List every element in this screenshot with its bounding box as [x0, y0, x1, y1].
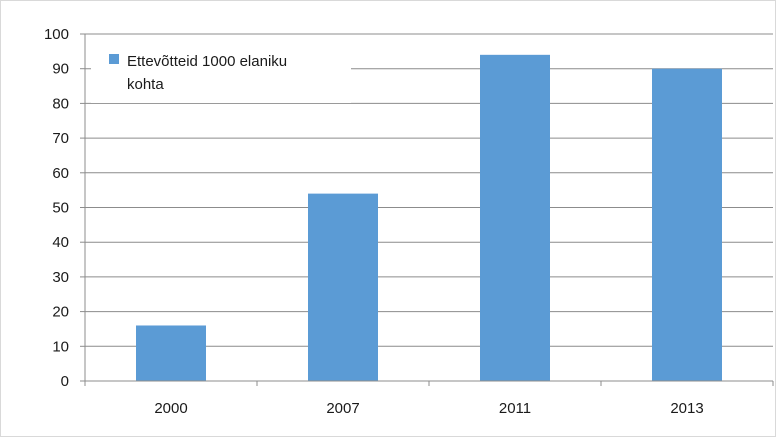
y-tick-label-60: 60: [52, 165, 69, 182]
bar-2007: [308, 193, 378, 381]
y-tick-label-100: 100: [44, 26, 69, 43]
y-tick-label-0: 0: [61, 373, 69, 390]
legend-background: [91, 41, 351, 103]
y-tick-labels: 0 10 20 30 40 50 60 70 80 90 100: [44, 26, 69, 390]
y-tick-label-30: 30: [52, 269, 69, 286]
y-tick-label-80: 80: [52, 95, 69, 112]
bar-2000: [136, 325, 206, 381]
x-tick-labels: 2000 2007 2011 2013: [154, 400, 703, 417]
x-tick-label-2011: 2011: [499, 400, 531, 417]
y-tick-label-10: 10: [52, 338, 69, 355]
legend-swatch: [109, 54, 119, 64]
x-tick-label-2000: 2000: [154, 400, 187, 417]
y-tick-label-50: 50: [52, 200, 69, 217]
x-tick-label-2007: 2007: [326, 400, 359, 417]
bar-2011: [480, 54, 550, 381]
y-tick-label-90: 90: [52, 61, 69, 78]
bar-2013: [652, 68, 722, 381]
axes: [80, 33, 774, 386]
y-tick-label-70: 70: [52, 130, 69, 147]
y-tick-label-20: 20: [52, 304, 69, 321]
legend-label-line-1: Ettevõtteid 1000 elaniku: [127, 53, 287, 70]
y-tick-label-40: 40: [52, 234, 69, 251]
gridlines: [85, 33, 773, 347]
legend-label: Ettevõtteid 1000 elaniku kohta: [127, 53, 291, 93]
x-tick-label-2013: 2013: [670, 400, 703, 417]
bars: [136, 54, 722, 381]
legend-label-line-2: kohta: [127, 76, 164, 93]
legend: Ettevõtteid 1000 elaniku kohta: [91, 41, 351, 103]
